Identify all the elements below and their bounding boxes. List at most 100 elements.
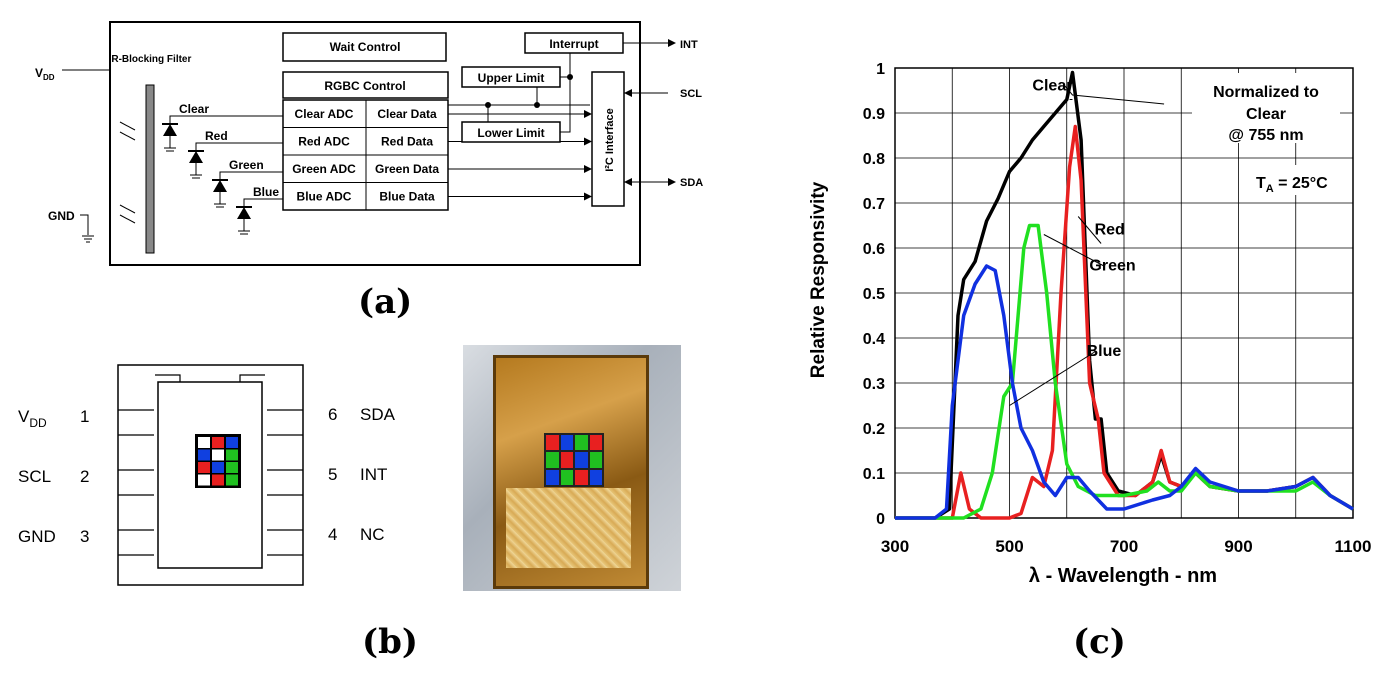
data-cell: Red Data: [381, 135, 433, 149]
y-tick-label: 0.2: [863, 421, 885, 438]
y-axis-label: Relative Responsivity: [808, 181, 829, 378]
adc-cell: Red ADC: [298, 135, 350, 149]
series-label-blue: Blue: [1087, 343, 1122, 360]
annotation-clear: Clear: [1246, 106, 1286, 123]
y-tick-label: 1: [876, 61, 885, 78]
pin-sda-label: SDA: [680, 177, 703, 189]
block-diagram: IR-Blocking Filter VDD GND Clear Red Green…: [35, 21, 703, 266]
photodiode-clear-icon: [163, 124, 177, 136]
series-label-green: Green: [1089, 258, 1135, 275]
filter-cell: [212, 449, 224, 461]
filter-cell: [212, 474, 224, 486]
x-axis-label: λ - Wavelength - nm: [1029, 565, 1217, 587]
y-tick-label: 0.1: [863, 466, 885, 483]
sensor-cell: [560, 435, 573, 451]
pin-number: 2: [80, 467, 89, 486]
y-tick-label: 0: [876, 511, 885, 528]
upper-limit-block: Upper Limit: [478, 71, 545, 85]
adc-table: Clear ADC Clear Data Red ADC Red Data Green …: [282, 99, 592, 211]
pin-name-right: NC: [360, 525, 385, 544]
pin-number: 3: [80, 527, 89, 546]
blue-leader-line: [1009, 351, 1096, 406]
data-cell: Clear Data: [377, 107, 437, 121]
sensor-cell: [560, 469, 573, 485]
x-tick-label: 700: [1110, 537, 1138, 556]
filter-cell: [212, 462, 224, 473]
data-cell: Green Data: [375, 162, 439, 176]
annotation-normalized: Normalized to: [1213, 84, 1319, 101]
pin-number: 6: [328, 405, 337, 424]
filter-cell: [198, 462, 210, 473]
caption-a: (a): [358, 282, 413, 322]
series-blue-line: [895, 264, 1354, 520]
sensor-cell: [575, 435, 588, 451]
pin-name-left: VDD: [18, 407, 47, 430]
color-filter-array: [195, 434, 241, 488]
y-tick-label: 0.4: [863, 331, 885, 348]
diode-label: Green: [229, 158, 264, 172]
adc-cell: Green ADC: [292, 162, 356, 176]
rgbc-control-block: RGBC Control: [324, 79, 405, 93]
filter-cell: [198, 474, 210, 486]
photodiode-blue-icon: [237, 207, 251, 219]
sensor-cell: [546, 435, 559, 451]
pin-name-left: GND: [18, 527, 56, 546]
filter-cell: [226, 437, 238, 448]
filter-cell: [198, 437, 210, 448]
caption-c: (c): [1073, 622, 1126, 662]
pin-number: 4: [328, 525, 337, 544]
light-arrows-icon: [119, 121, 136, 224]
series-label-red: Red: [1095, 222, 1125, 239]
x-tick-label: 500: [995, 537, 1023, 556]
pin-int-label: INT: [680, 39, 698, 51]
pin-number: 1: [80, 407, 89, 426]
y-tick-label: 0.8: [863, 151, 885, 168]
photodiode-red-icon: [189, 151, 203, 163]
wait-control-block: Wait Control: [330, 40, 401, 54]
pin-scl-label: SCL: [680, 88, 702, 100]
pin-name-right: INT: [360, 465, 387, 484]
diode-label: Clear: [179, 102, 209, 116]
sensor-cell: [546, 452, 559, 468]
series-label-clear: Clear: [1032, 78, 1072, 95]
filter-cell: [198, 449, 210, 461]
caption-b: (b): [362, 622, 418, 662]
diode-label: Blue: [253, 185, 279, 199]
sensor-cell: [546, 469, 559, 485]
green-leader-line: [1043, 234, 1105, 267]
red-leader-line: [1077, 216, 1102, 244]
annotation-temp: TA = 25°C: [1256, 175, 1328, 195]
pinout-diagram: VDD 1 SCL 2 GND 3 6 SDA 5 INT 4 NC: [18, 364, 396, 586]
y-tick-label: 0.7: [863, 196, 885, 213]
pin-number: 5: [328, 465, 337, 484]
photodiode-green-icon: [213, 180, 227, 192]
y-tick-label: 0.5: [863, 286, 885, 303]
annotation-755: @ 755 nm: [1228, 127, 1303, 144]
pin-name-left: SCL: [18, 467, 51, 486]
diode-label: Red: [205, 129, 228, 143]
chip-photo: [463, 345, 681, 591]
sensor-cell: [575, 452, 588, 468]
photodiodes: Clear Red Green Blue: [162, 102, 283, 235]
filter-cell: [212, 437, 224, 448]
data-cell: Blue Data: [379, 190, 435, 204]
sensor-cell: [575, 469, 588, 485]
sensor-cell: [589, 469, 602, 485]
pin-vdd-label: VDD: [35, 66, 55, 82]
interrupt-block: Interrupt: [549, 37, 598, 51]
i2c-interface-block: I²C Interface: [604, 108, 616, 172]
x-tick-label: 900: [1224, 537, 1252, 556]
adc-cell: Clear ADC: [295, 107, 354, 121]
pin-gnd-label: GND: [48, 209, 75, 223]
y-tick-label: 0.6: [863, 241, 885, 258]
ir-filter-label: IR-Blocking Filter: [109, 54, 192, 65]
sensor-cell: [560, 452, 573, 468]
filter-cell: [226, 449, 238, 461]
y-tick-label: 0.9: [863, 106, 885, 123]
x-tick-label: 1100: [1335, 537, 1372, 556]
pin-name-right: SDA: [360, 405, 396, 424]
sensor-cell: [589, 435, 602, 451]
x-tick-label: 300: [881, 537, 909, 556]
sensor-cell: [589, 452, 602, 468]
spectral-chart: Clear Red Green Blue 300 500 700 900 1100 0 0.1 0.…: [808, 61, 1372, 587]
